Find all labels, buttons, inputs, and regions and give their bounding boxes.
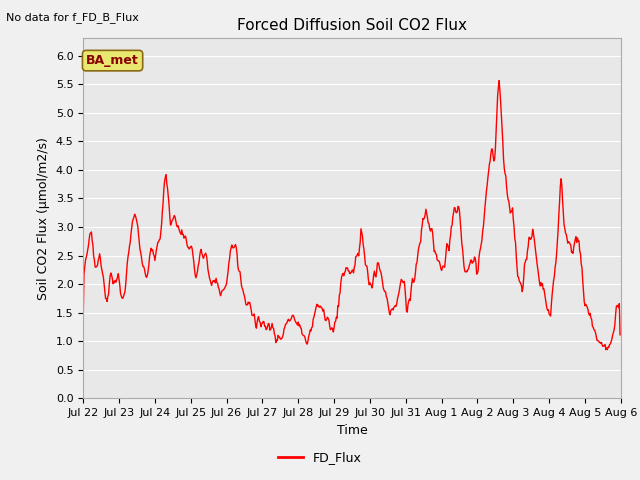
Text: No data for f_FD_B_Flux: No data for f_FD_B_Flux: [6, 12, 140, 23]
Y-axis label: Soil CO2 Flux (µmol/m2/s): Soil CO2 Flux (µmol/m2/s): [37, 137, 50, 300]
X-axis label: Time: Time: [337, 424, 367, 437]
Title: Forced Diffusion Soil CO2 Flux: Forced Diffusion Soil CO2 Flux: [237, 18, 467, 33]
Legend: FD_Flux: FD_Flux: [273, 446, 367, 469]
Text: BA_met: BA_met: [86, 54, 139, 67]
